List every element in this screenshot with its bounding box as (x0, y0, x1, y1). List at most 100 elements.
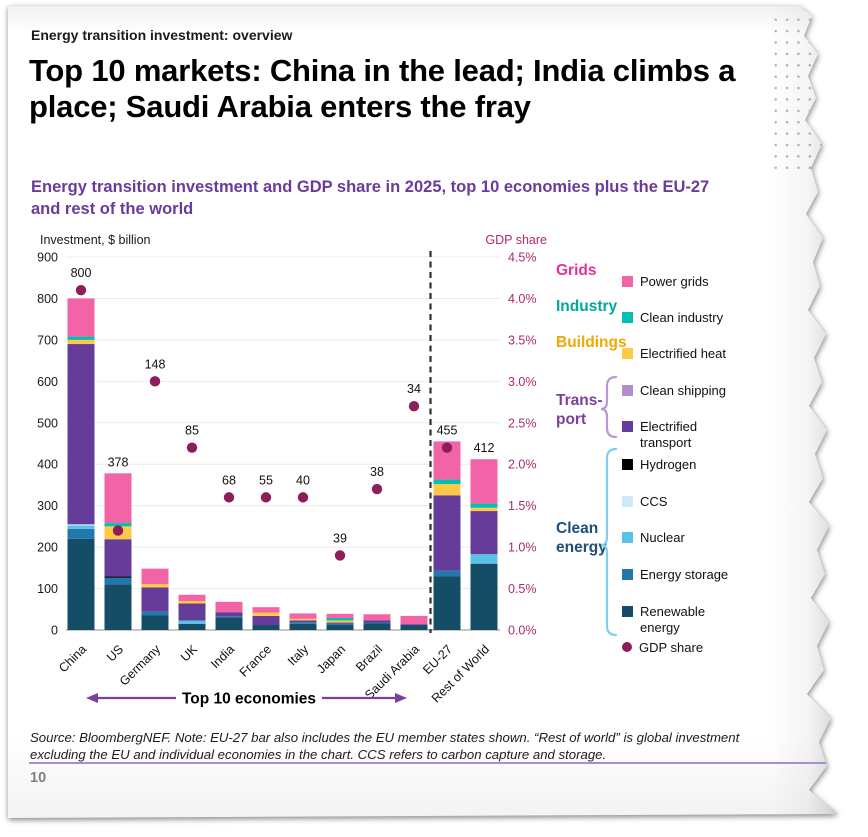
gdp-share-dot (441, 442, 453, 453)
legend-item: Electrified heat (622, 346, 726, 362)
bar-total-label: 85 (185, 424, 199, 438)
left-axis-tick: 300 (37, 499, 58, 513)
bar-total-label: 39 (333, 531, 347, 545)
left-axis-tick: 600 (37, 375, 58, 389)
arrowhead-right-icon (395, 693, 407, 703)
bar-total-label: 148 (145, 357, 166, 371)
bar-segment-nuclear (67, 525, 95, 529)
bar-segment-renewable-energy (141, 615, 169, 630)
right-axis-tick: 2.5% (508, 416, 537, 430)
left-axis-tick: 100 (37, 582, 58, 596)
bar-segment-renewable-energy (289, 623, 317, 630)
bar-total-label: 40 (296, 473, 310, 487)
legend-item-label: Electrified transport (640, 419, 698, 451)
legend-item-label: Hydrogen (640, 457, 697, 472)
gdp-share-dot (371, 483, 383, 495)
bar-segment-power-grids (326, 613, 354, 618)
bar-segment-electrified-heat (252, 612, 280, 616)
gdp-share-dot (408, 401, 420, 412)
bar-total-label: 68 (222, 473, 236, 487)
bar-total-label: 34 (407, 382, 421, 396)
right-axis-tick: 2.0% (508, 458, 537, 472)
x-axis-label: UK (178, 642, 201, 665)
bar-segment-electrified-heat (67, 339, 95, 345)
renewable-energy-swatch-icon (622, 606, 633, 617)
legend-group-trans-port: Trans- port (556, 392, 603, 428)
legend-item-label: GDP share (639, 640, 704, 655)
legend-item-label: CCS (640, 494, 668, 509)
legend-group-buildings: Buildings (556, 334, 627, 351)
legend-item-label: Power grids (640, 274, 709, 289)
bar-uk (178, 594, 206, 630)
bar-segment-renewable-energy (252, 625, 280, 630)
bar-segment-hydrogen (104, 576, 132, 578)
bar-segment-energy-storage (326, 623, 354, 626)
gdp-share-dot (223, 492, 235, 503)
bar-segment-electrified-heat (470, 507, 498, 512)
bar-segment-power-grids (252, 607, 280, 613)
bar-japan (326, 613, 354, 630)
chart-legend: Grids Power grids Industry Clean industry Bu… (548, 228, 810, 673)
bar-total-label: 55 (259, 473, 273, 487)
bar-segment-power-grids (215, 601, 243, 613)
legend-item-label: Clean industry (640, 310, 724, 325)
x-axis-label: India (208, 642, 237, 671)
source-note: Source: BloombergNEF. Note: EU-27 bar al… (30, 730, 740, 763)
legend-group-clean-energy: Clean energy (556, 520, 607, 556)
right-axis-tick: 3.5% (508, 333, 537, 347)
x-axis-label: France (237, 642, 274, 679)
legend-item: Hydrogen (622, 457, 696, 473)
gdp-share-dot (75, 284, 87, 296)
bar-rest-of-world (470, 459, 498, 630)
legend-item-gdp-share: GDP share (622, 640, 703, 656)
power-grids-swatch-icon (622, 276, 633, 287)
gdp-share-dot-icon (622, 642, 632, 652)
bar-segment-clean-industry (104, 523, 132, 527)
clean-industry-swatch-icon (622, 312, 633, 323)
legend-item: Clean shipping (622, 383, 726, 399)
right-axis-tick: 1.5% (508, 499, 537, 513)
bar-segment-electrified-transport (433, 495, 461, 571)
bar-segment-power-grids (104, 473, 132, 524)
arrowhead-left-icon (86, 693, 98, 703)
x-axis-label: Brazil (353, 642, 385, 674)
legend-item-label: Renewable energy (640, 604, 706, 636)
legend-item: Clean industry (622, 310, 723, 326)
bar-segment-energy-storage (141, 611, 169, 616)
bar-segment-renewable-energy (400, 624, 428, 630)
electrified-transport-swatch-icon (622, 421, 633, 432)
x-axis-label: China (56, 642, 89, 675)
bar-segment-clean-industry (67, 336, 95, 340)
legend-item: Nuclear (622, 530, 685, 546)
bar-segment-clean-industry (470, 503, 498, 508)
bar-eu-27 (433, 441, 461, 630)
top10-economies-label: Top 10 economies (182, 691, 316, 708)
bar-segment-renewable-energy (178, 623, 206, 630)
bar-segment-electrified-transport (326, 622, 354, 624)
bar-segment-power-grids (400, 615, 428, 625)
bar-total-label: 455 (437, 423, 458, 437)
right-axis-tick: 0.5% (508, 582, 537, 596)
bar-segment-nuclear (178, 620, 206, 624)
electrified-heat-swatch-icon (622, 348, 633, 359)
bar-segment-nuclear (470, 554, 498, 564)
left-axis-tick: 800 (37, 292, 58, 306)
nuclear-swatch-icon (622, 532, 633, 543)
bar-segment-power-grids (141, 568, 169, 584)
legend-item-label: Energy storage (640, 567, 729, 582)
bar-segment-electrified-transport (252, 615, 280, 626)
bar-segment-electrified-transport (363, 620, 391, 623)
gdp-share-dot (112, 525, 124, 536)
bar-segment-energy-storage (215, 616, 243, 618)
bar-segment-electrified-heat (141, 583, 169, 588)
x-axis-label: Japan (314, 642, 348, 676)
right-axis-tick: 1.0% (508, 541, 537, 555)
chart-subtitle: Energy transition investment and GDP sha… (31, 178, 710, 219)
bar-segment-renewable-energy (363, 623, 391, 630)
bar-segment-electrified-transport (67, 344, 95, 525)
bar-segment-power-grids (178, 594, 206, 601)
gdp-share-dot (186, 442, 198, 453)
legend-item-label: Electrified heat (640, 346, 726, 361)
bar-us (104, 473, 132, 630)
